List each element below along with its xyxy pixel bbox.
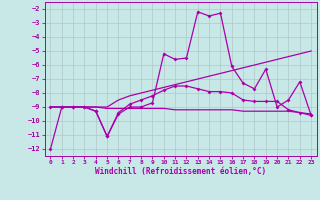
X-axis label: Windchill (Refroidissement éolien,°C): Windchill (Refroidissement éolien,°C) [95, 167, 266, 176]
